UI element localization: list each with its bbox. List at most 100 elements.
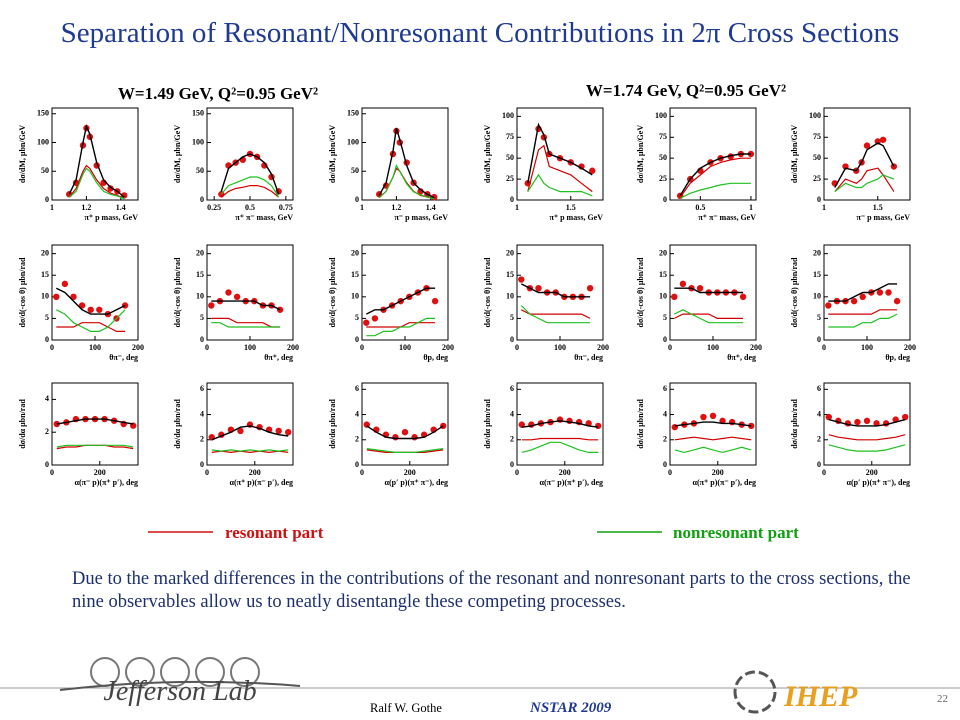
panel: 0 50 100 150 1 1.2 1.4π⁺ p mass, GeV dσ/dM, μbn… bbox=[18, 107, 139, 222]
curve bbox=[521, 441, 599, 453]
y-tick-label: 75 bbox=[506, 132, 514, 141]
y-axis-label: dσ/dM, μbn/GeV bbox=[483, 125, 492, 183]
curve bbox=[366, 317, 436, 337]
x-axis-label: θp, deg bbox=[885, 353, 910, 362]
y-tick-label: 2 bbox=[45, 427, 49, 436]
curve bbox=[828, 434, 906, 441]
curve bbox=[520, 305, 591, 324]
data-point bbox=[411, 434, 418, 441]
y-tick-label: 4 bbox=[355, 409, 359, 418]
y-tick-label: 0 bbox=[355, 195, 359, 204]
curve bbox=[834, 142, 895, 188]
y-tick-label: 10 bbox=[659, 292, 667, 301]
curve bbox=[211, 449, 289, 452]
y-tick-label: 0 bbox=[817, 335, 821, 344]
y-tick-label: 0 bbox=[355, 335, 359, 344]
y-axis-label: dσ/d(-cos θ) μbn/rad bbox=[328, 257, 337, 328]
data-point bbox=[876, 289, 884, 296]
curve bbox=[366, 448, 444, 453]
y-tick-label: 5 bbox=[663, 313, 667, 322]
logo-text: IHEP bbox=[783, 680, 858, 713]
legend-label: resonant part bbox=[225, 523, 324, 542]
curve bbox=[520, 283, 591, 298]
y-tick-label: 15 bbox=[813, 270, 821, 279]
y-tick-label: 10 bbox=[506, 292, 514, 301]
curve bbox=[56, 322, 126, 332]
x-tick-label: 0.25 bbox=[207, 203, 221, 212]
curve bbox=[211, 300, 281, 311]
x-tick-label: 0 bbox=[515, 468, 519, 477]
data-point bbox=[225, 289, 232, 296]
x-tick-label: 100 bbox=[707, 343, 719, 352]
slide-title: Separation of Resonant/Nonresonant Contr… bbox=[61, 17, 900, 49]
curve bbox=[679, 153, 751, 197]
data-point bbox=[208, 302, 215, 309]
plot-frame bbox=[516, 244, 604, 341]
data-point bbox=[518, 421, 525, 428]
x-axis-label: π⁺ π⁻ mass, GeV bbox=[698, 213, 756, 222]
curve bbox=[521, 437, 599, 441]
y-tick-label: 100 bbox=[347, 137, 359, 146]
x-axis-label: α(p′ p)(π⁺ π⁻), deg bbox=[385, 478, 448, 487]
y-axis-label: dσ/dα μbn/rad bbox=[18, 399, 27, 449]
data-point bbox=[578, 163, 585, 170]
plot-frame bbox=[206, 244, 294, 341]
curve bbox=[211, 425, 289, 441]
plot-frame bbox=[206, 382, 294, 466]
x-axis-label: α(π⁻ p)(π⁺ p′), deg bbox=[540, 478, 603, 487]
y-tick-label: 5 bbox=[200, 313, 204, 322]
data-point bbox=[392, 434, 399, 441]
x-tick-label: 200 bbox=[904, 343, 916, 352]
data-point bbox=[679, 280, 687, 288]
y-tick-label: 15 bbox=[659, 270, 667, 279]
data-point bbox=[237, 427, 244, 435]
y-axis-label: dσ/d(-cos θ) μbn/rad bbox=[483, 257, 492, 328]
panel: 0 25 50 75 100 1 1.5π⁺ p mass, GeV dσ/dM, μbn/G… bbox=[483, 107, 604, 222]
data-point bbox=[401, 429, 409, 436]
data-point bbox=[107, 185, 114, 192]
data-point bbox=[700, 413, 707, 421]
curve bbox=[834, 174, 895, 193]
curve bbox=[679, 182, 751, 199]
plot-frame bbox=[823, 107, 911, 201]
data-point bbox=[879, 136, 887, 143]
x-tick-label: 200 bbox=[132, 343, 144, 352]
curve bbox=[220, 185, 280, 198]
curve bbox=[674, 309, 744, 324]
plot-frame bbox=[361, 107, 449, 201]
x-tick-label: 0.75 bbox=[279, 203, 293, 212]
data-point bbox=[709, 412, 717, 419]
x-tick-label: 0.5 bbox=[695, 203, 705, 212]
group-label: W=1.49 GeV, Q²=0.95 GeV² bbox=[118, 84, 318, 103]
y-tick-label: 0 bbox=[45, 460, 49, 469]
data-point bbox=[363, 319, 370, 326]
y-tick-label: 0 bbox=[355, 460, 359, 469]
curve bbox=[55, 287, 126, 315]
panel: 0 25 50 75 100 0.5 1π⁺ π⁻ mass, GeV dσ/dM, μbn/… bbox=[636, 107, 757, 222]
y-tick-label: 20 bbox=[506, 248, 514, 257]
y-tick-label: 4 bbox=[45, 394, 49, 403]
y-axis-label: dσ/dα μbn/rad bbox=[483, 399, 492, 449]
y-tick-label: 100 bbox=[192, 137, 204, 146]
x-tick-label: 200 bbox=[750, 343, 762, 352]
data-point bbox=[671, 293, 678, 301]
y-tick-label: 4 bbox=[817, 409, 821, 418]
x-axis-label: α(π⁻ p)(π⁺ p′), deg bbox=[75, 478, 138, 487]
x-tick-label: 1.4 bbox=[116, 203, 126, 212]
y-tick-label: 6 bbox=[200, 384, 204, 393]
x-axis-label: α(p′ p)(π⁺ π⁻), deg bbox=[847, 478, 910, 487]
y-axis-label: dσ/dα μbn/rad bbox=[790, 399, 799, 449]
y-tick-label: 0 bbox=[817, 460, 821, 469]
x-tick-label: 1 bbox=[749, 203, 753, 212]
y-tick-label: 75 bbox=[813, 132, 821, 141]
y-tick-label: 4 bbox=[663, 409, 667, 418]
curve bbox=[828, 309, 898, 315]
y-tick-label: 0 bbox=[45, 335, 49, 344]
data-point bbox=[53, 293, 60, 301]
